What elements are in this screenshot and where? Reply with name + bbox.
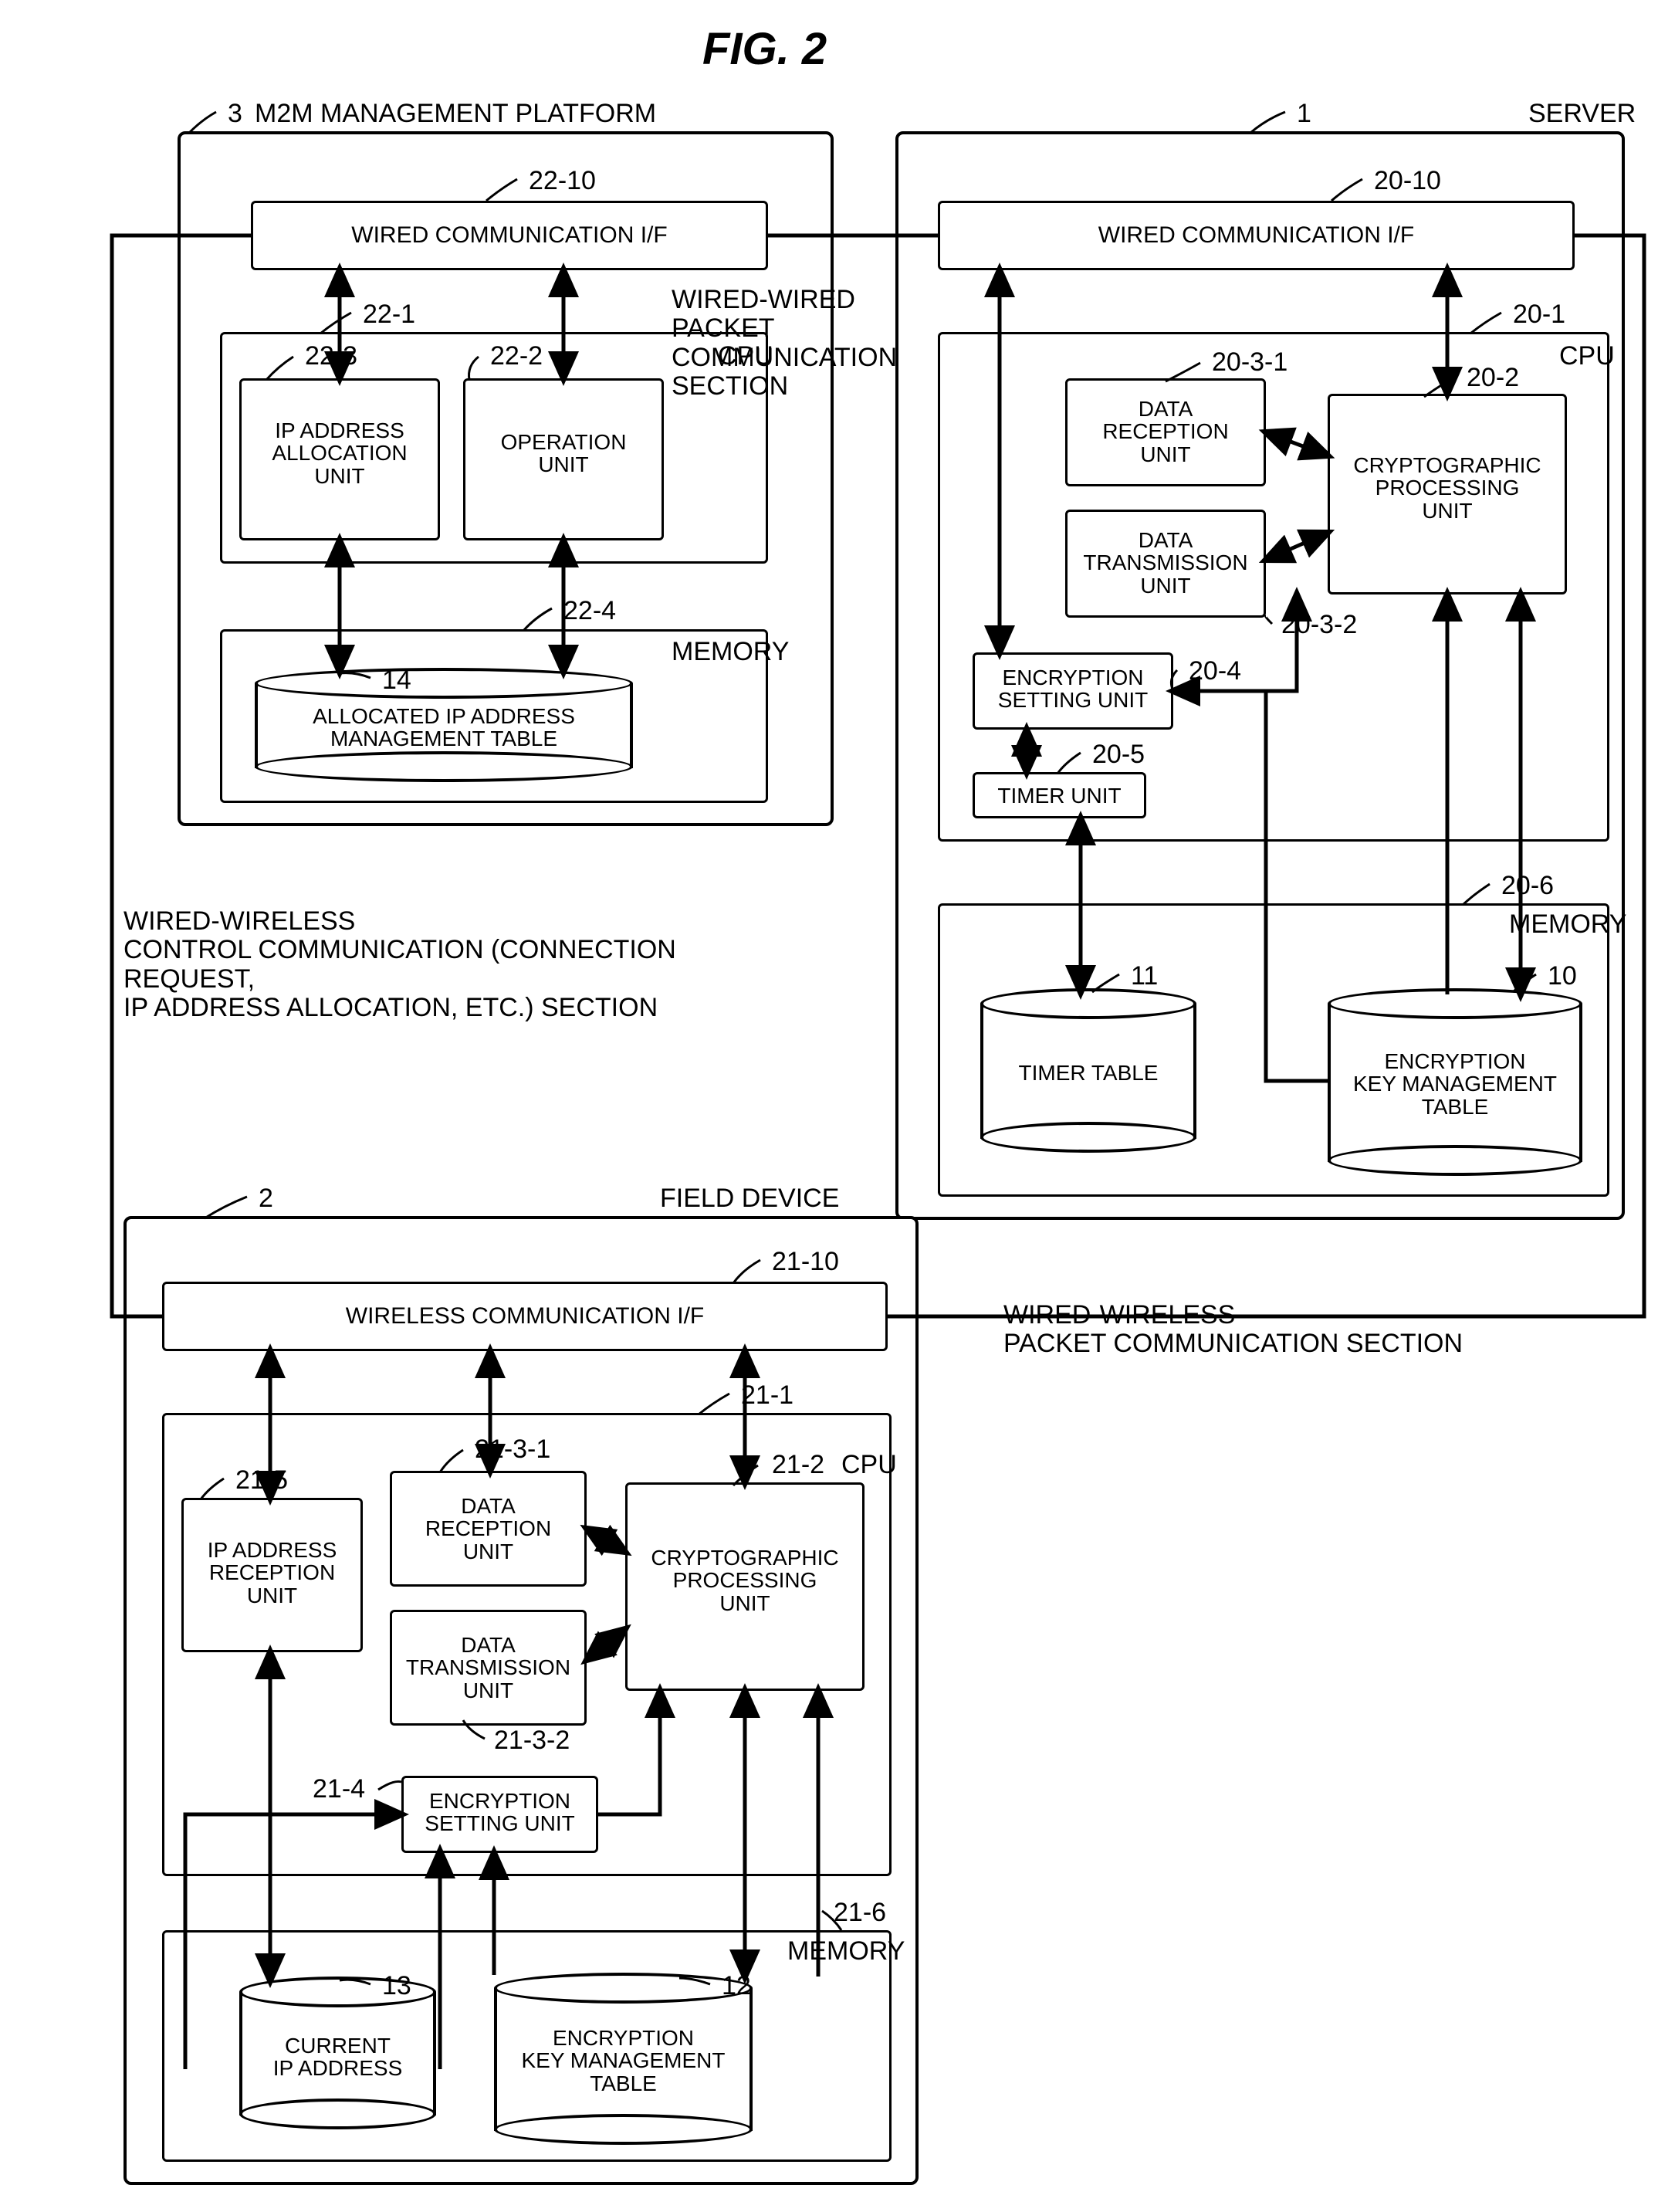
arrows-layer [0,0,1658,2212]
